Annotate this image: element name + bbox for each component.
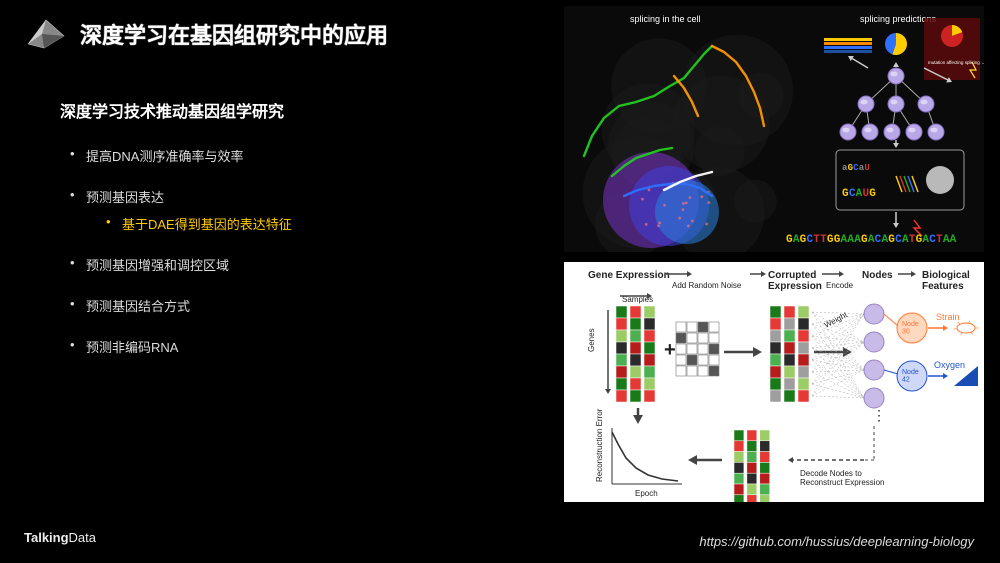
svg-text:+: +: [664, 339, 676, 361]
svg-text:Encode: Encode: [826, 281, 854, 290]
svg-text:Genes: Genes: [587, 328, 596, 352]
svg-text:splicing in the cell: splicing in the cell: [630, 14, 701, 24]
svg-text:G: G: [869, 188, 876, 200]
figure-splicing: splicing in the cellsplicing predictions…: [564, 6, 984, 252]
svg-text:BiologicalFeatures: BiologicalFeatures: [922, 270, 970, 292]
figure-dae: Gene ExpressionAdd Random Noise Corrupted…: [564, 262, 984, 502]
svg-text:Epoch: Epoch: [635, 489, 658, 498]
svg-text:Reconstruction Error: Reconstruction Error: [595, 408, 604, 482]
svg-text:Strain: Strain: [936, 312, 960, 322]
svg-text:⋮: ⋮: [872, 407, 886, 423]
slide-title: 深度学习在基因组研究中的应用: [80, 18, 388, 50]
footer-brand: TalkingData: [24, 530, 96, 545]
svg-text:A: A: [950, 234, 957, 246]
svg-text:Oxygen: Oxygen: [934, 360, 965, 370]
footer-brand-b: Data: [69, 530, 96, 545]
svg-text:U: U: [864, 163, 869, 173]
footer-brand-a: Talking: [24, 530, 69, 545]
svg-text:Nodes: Nodes: [862, 270, 893, 281]
svg-text:U: U: [862, 188, 869, 200]
svg-text:mutation affecting splicing →: mutation affecting splicing → disease: [928, 60, 984, 65]
svg-text:Gene Expression: Gene Expression: [588, 270, 670, 281]
svg-text:Add Random Noise: Add Random Noise: [672, 281, 742, 290]
source-link: https://github.com/hussius/deeplearning-…: [699, 534, 974, 549]
svg-text:CorruptedExpression: CorruptedExpression: [768, 270, 822, 292]
logo-icon: [24, 18, 66, 50]
